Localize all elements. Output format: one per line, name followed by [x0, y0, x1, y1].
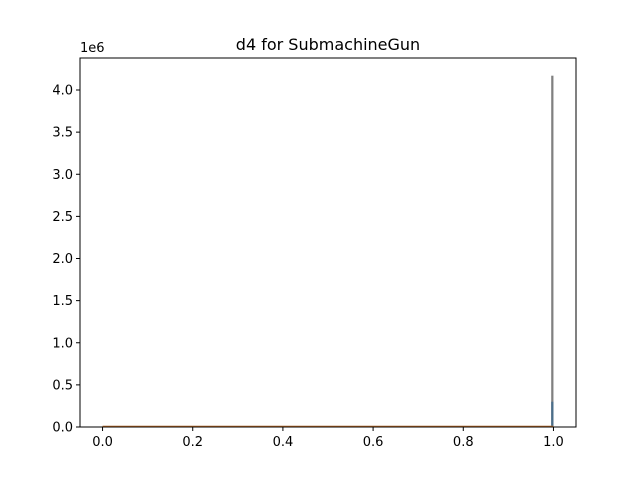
y-tick-label: 0.5 — [52, 378, 73, 393]
y-tick-label: 0.0 — [52, 421, 73, 436]
y-tick-label: 2.0 — [52, 252, 73, 267]
x-tick-label: 0.0 — [92, 435, 113, 450]
x-tick-label: 0.2 — [182, 435, 203, 450]
histogram-bar-series-0-bin-1 — [551, 75, 554, 427]
histogram-bar-series-1-bin-0 — [551, 401, 554, 427]
y-axis-ticks: 0.0 0.5 1.0 1.5 2.0 2.5 3.0 3.5 4.0 — [52, 84, 80, 436]
y-tick-label: 2.5 — [52, 210, 73, 225]
histogram-bars — [102, 75, 554, 427]
plot-frame — [79, 57, 577, 428]
y-tick-label: 1.5 — [52, 294, 73, 309]
y-tick-label: 3.0 — [52, 168, 73, 183]
y-tick-label: 1.0 — [52, 336, 73, 351]
y-tick-label: 3.5 — [52, 126, 73, 141]
y-axis-offset-label: 1e6 — [80, 41, 105, 56]
histogram-bar-series-2-bin-0 — [102, 425, 554, 427]
y-tick-label: 4.0 — [52, 84, 73, 99]
x-tick-label: 0.8 — [453, 435, 474, 450]
x-tick-label: 0.4 — [273, 435, 294, 450]
x-axis-ticks: 0.0 0.2 0.4 0.6 0.8 1.0 — [92, 427, 564, 450]
chart-title: d4 for SubmachineGun — [236, 35, 420, 54]
x-tick-label: 1.0 — [543, 435, 564, 450]
x-tick-label: 0.6 — [363, 435, 384, 450]
